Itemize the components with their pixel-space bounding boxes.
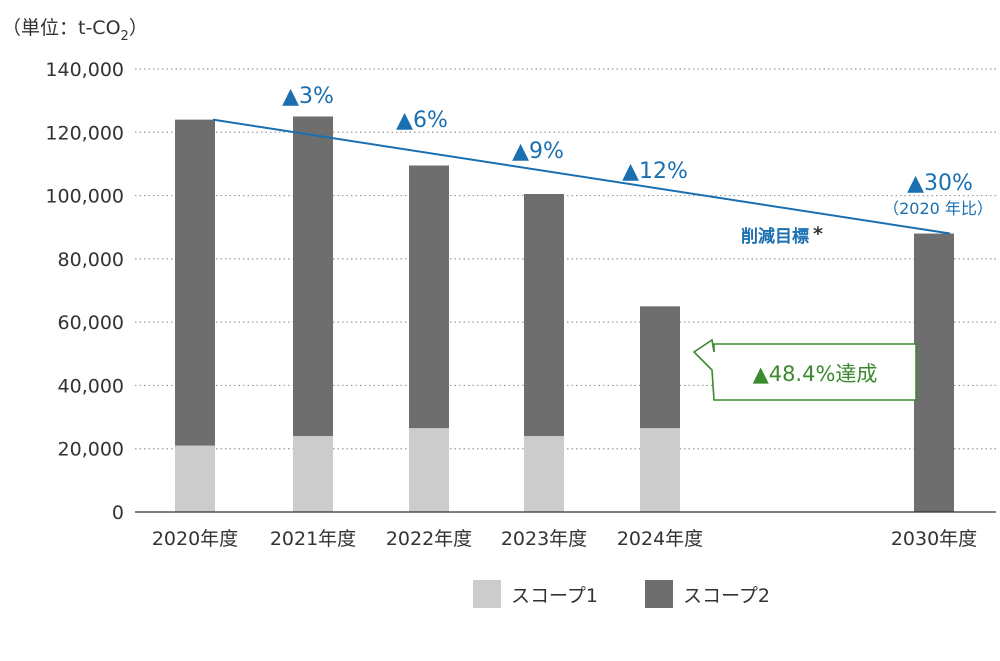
y-tick-label: 0 <box>112 502 124 524</box>
bar-scope2 <box>293 116 333 437</box>
target-line-mark: * <box>813 223 823 245</box>
y-tick-label: 60,000 <box>58 312 124 334</box>
bar-scope1 <box>640 428 680 512</box>
bar-scope2 <box>175 119 215 446</box>
axes: （単位：t-CO2） 0 20,000 40,000 60,000 80,000 100,0… <box>2 17 996 550</box>
y-tick-label: 120,000 <box>45 122 124 144</box>
x-category-label: 2024年度 <box>617 528 703 550</box>
y-tick-label: 140,000 <box>45 59 124 81</box>
bar-scope1 <box>409 428 449 512</box>
bar-scope2 <box>640 306 680 429</box>
reduction-label: ▲6% <box>396 108 448 133</box>
x-category-label: 2020年度 <box>152 528 238 550</box>
legend: スコープ1 スコープ2 <box>473 580 770 608</box>
unit-label-text: （単位：t-CO <box>2 17 121 39</box>
annotations: 削減目標 * ▲3% ▲6% ▲9% ▲12% ▲30% （2020 年比） ▲48.4%達成 <box>212 84 993 401</box>
bar-scope2 <box>524 193 564 437</box>
reduction-label: ▲30% <box>907 171 973 196</box>
bar-scope1 <box>175 445 215 512</box>
legend-swatch-scope1 <box>473 580 501 608</box>
x-category-label: 2021年度 <box>270 528 356 550</box>
legend-swatch-scope2 <box>645 580 673 608</box>
target-line <box>212 118 951 235</box>
bar-scope1 <box>524 436 564 512</box>
reduction-label: ▲3% <box>282 84 334 109</box>
callout-text: ▲48.4%達成 <box>753 362 878 386</box>
legend-label-scope1: スコープ1 <box>511 585 598 607</box>
x-category-label: 2023年度 <box>501 528 587 550</box>
callout-box <box>692 338 917 401</box>
y-tick-label: 100,000 <box>45 186 124 208</box>
bar-scope2 <box>914 233 954 513</box>
reduction-label: ▲12% <box>622 159 688 184</box>
y-tick-label: 20,000 <box>58 439 124 461</box>
unit-label: （単位：t-CO2） <box>2 17 148 44</box>
bar-scope2 <box>409 165 449 429</box>
target-line-label: 削減目標 <box>741 226 809 247</box>
unit-label-subscript: 2 <box>121 29 129 44</box>
y-tick-label: 40,000 <box>58 375 124 397</box>
x-category-label: 2030年度 <box>891 528 977 550</box>
x-category-label: 2022年度 <box>386 528 472 550</box>
unit-label-close: ） <box>129 17 148 39</box>
legend-label-scope2: スコープ2 <box>683 585 770 607</box>
bar-scope1 <box>293 436 333 512</box>
reduction-label: ▲9% <box>512 139 564 164</box>
y-tick-label: 80,000 <box>58 249 124 271</box>
bars <box>175 116 954 513</box>
reduction-note: （2020 年比） <box>883 199 993 218</box>
